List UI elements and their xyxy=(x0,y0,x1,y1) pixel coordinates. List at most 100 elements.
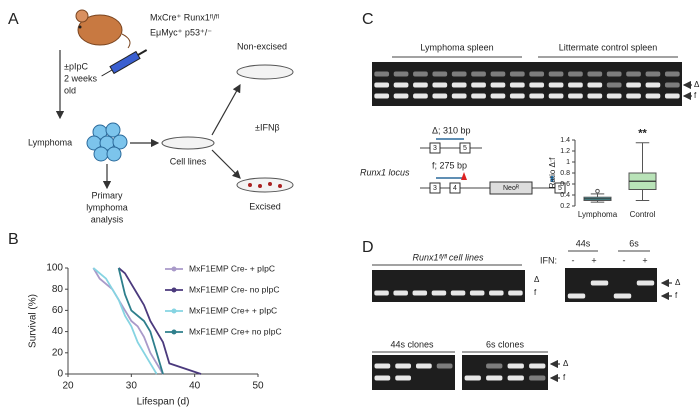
dish xyxy=(236,177,294,193)
gel-band xyxy=(664,93,680,99)
gel-band xyxy=(636,280,655,286)
exon xyxy=(459,142,471,154)
gel-band xyxy=(548,71,564,77)
y-tick-label: 1.4 xyxy=(560,137,570,144)
exon-label: 5 xyxy=(558,185,562,192)
gel-band xyxy=(568,71,583,77)
x-axis-label: Lifespan (d) xyxy=(137,397,190,408)
y-tick-label: 1 xyxy=(566,159,570,166)
group-label: Lymphoma spleen xyxy=(420,42,493,52)
gel-band xyxy=(568,93,583,99)
survival-line xyxy=(117,267,164,375)
panel-letter: D xyxy=(362,239,374,256)
x-tick-label: Lymphoma xyxy=(578,210,618,219)
gel-band xyxy=(413,82,428,88)
gel-band xyxy=(415,363,432,369)
gel-band xyxy=(412,290,428,296)
gel-band xyxy=(374,375,391,381)
gel-band xyxy=(645,82,661,88)
mouse-icon xyxy=(75,9,131,49)
y-axis-label: Survival (%) xyxy=(28,294,39,348)
y-tick-label: 20 xyxy=(52,347,64,358)
y-axis-label: Ratio Δ:f xyxy=(548,157,557,188)
y-tick-label: 0.4 xyxy=(560,192,570,199)
gel xyxy=(372,62,682,106)
gel-band xyxy=(486,363,503,369)
group-label: Littermate control spleen xyxy=(559,42,658,52)
gel-band xyxy=(507,375,524,381)
survival-line xyxy=(118,267,202,375)
gel-band xyxy=(374,363,391,369)
gel-background xyxy=(372,355,455,390)
band-label: f xyxy=(694,91,697,100)
gel-band xyxy=(486,375,503,381)
panel-letter: A xyxy=(8,11,19,28)
gel-band xyxy=(451,82,467,88)
treatment: 2 weeks xyxy=(64,73,98,83)
band-label: Δ xyxy=(563,359,569,368)
gel-band xyxy=(432,93,448,99)
gel xyxy=(372,355,455,390)
group-label: 44s clones xyxy=(390,339,434,349)
treatment: old xyxy=(64,85,76,95)
gel-band xyxy=(548,82,564,88)
gel-band xyxy=(626,71,641,77)
gel-band xyxy=(490,71,506,77)
exon-label: 3 xyxy=(433,145,437,152)
gel-band xyxy=(490,82,506,88)
neo-label: Neoᴿ xyxy=(503,185,520,192)
neo-cassette xyxy=(489,181,533,195)
gel-band xyxy=(395,375,412,381)
x-tick-label: 40 xyxy=(189,381,201,392)
arrow xyxy=(211,83,241,136)
x-tick-label: 20 xyxy=(62,381,74,392)
gel-background xyxy=(372,270,525,302)
group-label: 6s clones xyxy=(486,339,525,349)
gel-band xyxy=(507,363,524,369)
gel-band xyxy=(471,82,486,88)
gel-band xyxy=(471,93,486,99)
survival-line xyxy=(92,267,158,375)
dish xyxy=(236,64,294,80)
gel-band xyxy=(374,71,390,77)
gel-band xyxy=(587,71,603,77)
y-tick-label: 60 xyxy=(52,305,64,316)
band-label: f xyxy=(534,288,537,297)
gel-band xyxy=(374,290,389,296)
band-label: Δ xyxy=(534,275,540,284)
y-tick-label: 0 xyxy=(57,369,63,380)
band-label: f xyxy=(675,291,678,300)
exon-label: 4 xyxy=(453,185,457,192)
gel-band xyxy=(395,363,412,369)
gel-band xyxy=(413,71,428,77)
outlier xyxy=(595,188,600,194)
gel-band xyxy=(509,82,525,88)
y-tick-label: 1.2 xyxy=(560,148,570,155)
gel xyxy=(372,270,525,302)
legend-marker xyxy=(171,287,177,293)
label: analysis xyxy=(91,214,124,224)
exon-label: 3 xyxy=(433,185,437,192)
label: ±IFNβ xyxy=(255,122,280,132)
gel-band xyxy=(509,71,525,77)
gel-band xyxy=(568,82,583,88)
gel-band xyxy=(613,293,632,299)
arrow xyxy=(211,149,241,179)
loxp xyxy=(461,172,467,180)
y-tick-label: 100 xyxy=(46,263,63,274)
gel-band xyxy=(450,290,466,296)
legend-marker xyxy=(171,329,177,335)
gel-band xyxy=(432,71,448,77)
gel-band xyxy=(393,71,409,77)
excised-cells xyxy=(248,182,282,188)
exon xyxy=(429,182,441,194)
y-tick-label: 0.2 xyxy=(560,203,570,210)
label: Lymphoma xyxy=(28,137,72,147)
exon xyxy=(429,142,441,154)
ifn-state: + xyxy=(591,255,596,265)
syringe-icon xyxy=(101,49,148,77)
gel-band xyxy=(489,290,504,296)
y-tick-label: 0.8 xyxy=(560,170,570,177)
gel-band xyxy=(509,93,525,99)
